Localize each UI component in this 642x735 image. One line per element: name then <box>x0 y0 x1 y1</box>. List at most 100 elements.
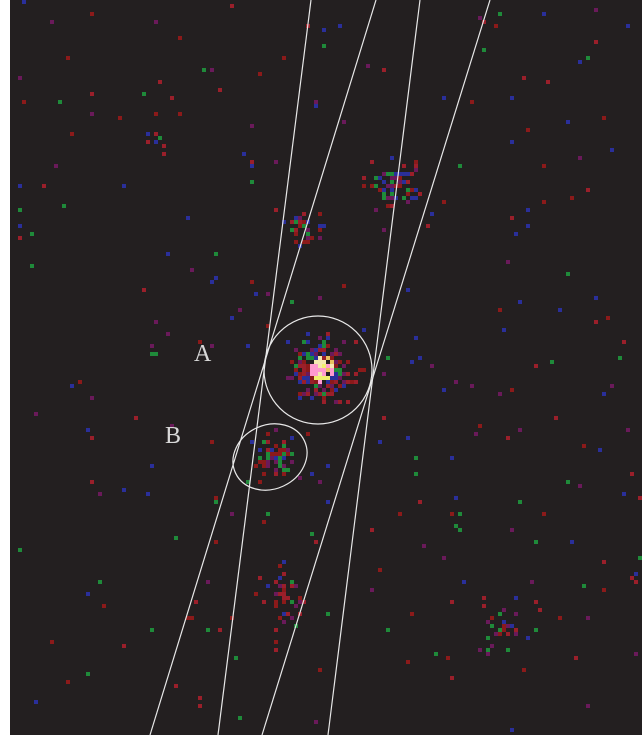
pixel <box>322 360 326 364</box>
pixel <box>510 624 514 628</box>
pixel <box>310 356 314 360</box>
pixel <box>50 20 54 24</box>
pixel <box>446 656 450 660</box>
line <box>261 0 491 735</box>
pixel <box>266 456 270 460</box>
pixel <box>414 164 418 168</box>
pixel <box>410 360 414 364</box>
pixel <box>318 480 322 484</box>
pixel <box>386 628 390 632</box>
pixel <box>310 472 314 476</box>
pixel <box>310 364 314 368</box>
pixel <box>402 172 406 176</box>
pixel <box>286 376 290 380</box>
pixel <box>354 380 358 384</box>
pixel <box>346 380 350 384</box>
pixel <box>486 636 490 640</box>
pixel <box>170 424 174 428</box>
pixel <box>326 364 330 368</box>
pixel <box>318 384 322 388</box>
pixel <box>406 180 410 184</box>
pixel <box>454 524 458 528</box>
pixel <box>322 344 326 348</box>
pixel <box>290 220 294 224</box>
pixel <box>370 528 374 532</box>
pixel <box>302 352 306 356</box>
pixel <box>306 352 310 356</box>
pixel <box>274 592 278 596</box>
pixel <box>386 184 390 188</box>
pixel <box>302 364 306 368</box>
pixel <box>594 40 598 44</box>
pixel <box>546 80 550 84</box>
pixel <box>514 628 518 632</box>
pixel <box>318 224 322 228</box>
pixel <box>414 168 418 172</box>
pixel <box>342 372 346 376</box>
pixel <box>454 380 458 384</box>
pixel <box>610 384 614 388</box>
pixel <box>326 332 330 336</box>
pixel <box>570 196 574 200</box>
pixel <box>18 76 22 80</box>
pixel <box>190 616 194 620</box>
pixel <box>170 96 174 100</box>
pixel <box>322 356 326 360</box>
pixel <box>318 236 322 240</box>
pixel <box>42 184 46 188</box>
pixel <box>274 460 278 464</box>
pixel <box>318 360 322 364</box>
pixel <box>310 368 314 372</box>
pixel <box>194 600 198 604</box>
pixel <box>274 604 278 608</box>
pixel <box>290 584 294 588</box>
pixel <box>298 220 302 224</box>
pixel <box>266 432 270 436</box>
pixel <box>62 204 66 208</box>
pixel <box>294 240 298 244</box>
pixel <box>286 340 290 344</box>
pixel <box>274 640 278 644</box>
label-a: A <box>194 341 212 367</box>
pixel <box>566 272 570 276</box>
pixel <box>374 208 378 212</box>
pixel <box>338 376 342 380</box>
pixel <box>498 612 502 616</box>
pixel <box>66 680 70 684</box>
pixel <box>394 184 398 188</box>
pixel <box>206 580 210 584</box>
pixel <box>338 384 342 388</box>
pixel <box>230 616 234 620</box>
pixel <box>286 452 290 456</box>
line <box>327 0 421 735</box>
pixel <box>210 440 214 444</box>
pixel <box>282 584 286 588</box>
pixel <box>406 172 410 176</box>
pixel <box>526 208 530 212</box>
pixel <box>250 280 254 284</box>
pixel <box>318 380 322 384</box>
pixel <box>278 456 282 460</box>
pixel <box>282 620 286 624</box>
pixel <box>498 628 502 632</box>
pixel <box>538 608 542 612</box>
pixel <box>314 380 318 384</box>
pixel <box>374 184 378 188</box>
pixel <box>70 132 74 136</box>
pixel <box>478 424 482 428</box>
pixel <box>326 380 330 384</box>
pixel <box>498 632 502 636</box>
pixel <box>606 316 610 320</box>
pixel <box>86 672 90 676</box>
pixel <box>282 440 286 444</box>
pixel <box>326 336 330 340</box>
pixel <box>602 116 606 120</box>
pixel <box>342 364 346 368</box>
pixel <box>266 324 270 328</box>
pixel <box>514 612 518 616</box>
pixel <box>482 20 486 24</box>
pixel <box>570 540 574 544</box>
pixel <box>322 392 326 396</box>
pixel <box>282 612 286 616</box>
pixel <box>162 144 166 148</box>
